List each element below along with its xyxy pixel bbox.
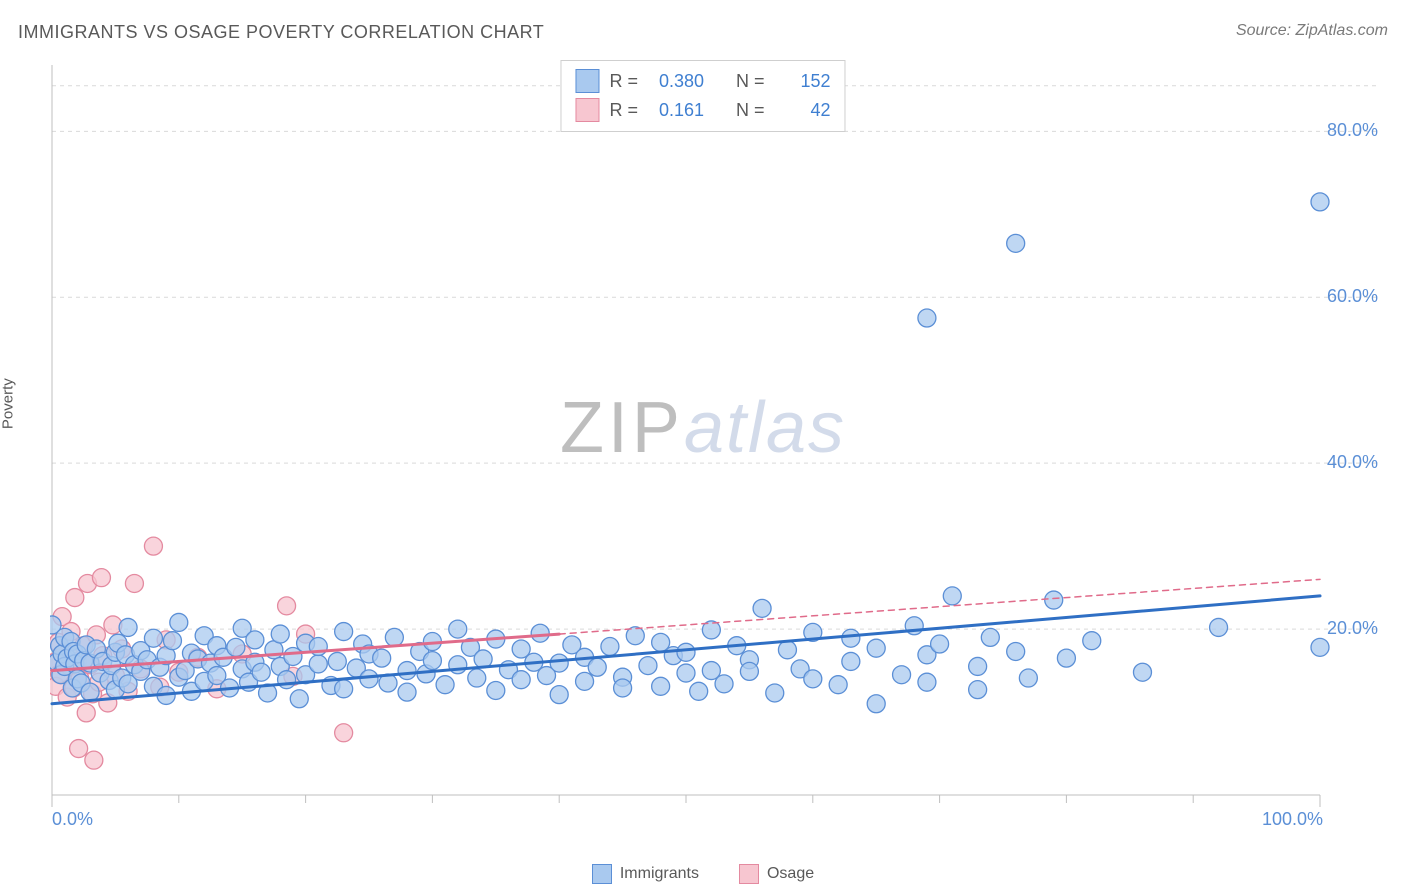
legend-label-immigrants: Immigrants (620, 865, 699, 883)
legend-swatch-osage (739, 864, 759, 884)
y-tick-label: 20.0% (1327, 618, 1378, 639)
y-tick-label: 60.0% (1327, 286, 1378, 307)
stats-row-immigrants: R = 0.380 N = 152 (575, 67, 830, 96)
legend-item-osage: Osage (739, 864, 814, 884)
plot-area: 20.0%40.0%60.0%80.0%0.0%100.0% (50, 55, 1380, 825)
stats-row-osage: R = 0.161 N = 42 (575, 96, 830, 125)
stats-n-value-osage: 42 (775, 96, 831, 125)
stats-r-label: R = (609, 67, 638, 96)
stats-n-label: N = (736, 67, 765, 96)
x-tick-label: 100.0% (1262, 809, 1323, 830)
scatter-plot-svg (50, 55, 1380, 825)
stats-r-label: R = (609, 96, 638, 125)
stats-legend-box: R = 0.380 N = 152 R = 0.161 N = 42 (560, 60, 845, 132)
stats-swatch-immigrants (575, 69, 599, 93)
y-tick-label: 80.0% (1327, 120, 1378, 141)
y-axis-label: Poverty (0, 378, 17, 429)
stats-n-value-immigrants: 152 (775, 67, 831, 96)
stats-n-label: N = (736, 96, 765, 125)
source-attribution: Source: ZipAtlas.com (1236, 22, 1388, 40)
stats-r-value-osage: 0.161 (648, 96, 704, 125)
y-tick-label: 40.0% (1327, 452, 1378, 473)
stats-swatch-osage (575, 98, 599, 122)
legend-bottom: Immigrants Osage (0, 864, 1406, 884)
x-tick-label: 0.0% (52, 809, 93, 830)
legend-item-immigrants: Immigrants (592, 864, 699, 884)
legend-label-osage: Osage (767, 865, 814, 883)
stats-r-value-immigrants: 0.380 (648, 67, 704, 96)
legend-swatch-immigrants (592, 864, 612, 884)
chart-title: IMMIGRANTS VS OSAGE POVERTY CORRELATION … (18, 22, 544, 43)
